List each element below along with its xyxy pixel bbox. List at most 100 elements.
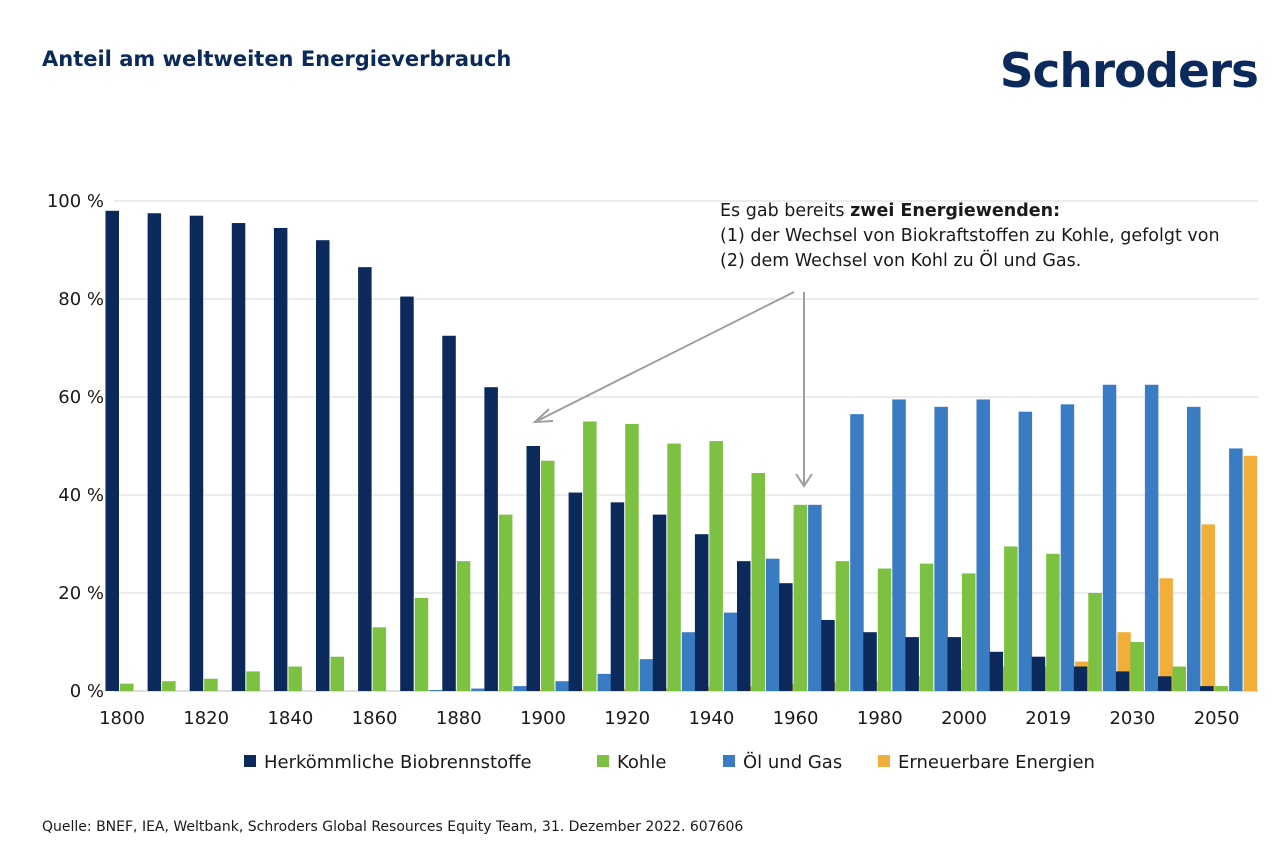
x-tick-label: 1840 [267, 708, 313, 729]
bar [1229, 448, 1243, 691]
bar [414, 597, 429, 691]
bar [835, 561, 850, 691]
bar [766, 558, 780, 691]
bar [372, 627, 387, 691]
bar [541, 460, 555, 691]
legend-swatch [878, 755, 890, 767]
bar [1088, 593, 1102, 691]
arrowhead-down [795, 473, 813, 488]
bar [1115, 671, 1130, 691]
bar [850, 414, 864, 691]
bar [555, 681, 569, 691]
bar [1130, 642, 1144, 691]
bar [1144, 384, 1159, 691]
annotation-line-1-bold: zwei Energiewenden: [850, 201, 1061, 221]
bar [723, 612, 738, 691]
bar [751, 472, 765, 691]
x-tick-label: 1920 [604, 708, 650, 729]
x-tick-label: 1880 [436, 708, 482, 729]
bar [793, 504, 808, 691]
bar [597, 673, 612, 691]
bar [498, 514, 513, 691]
x-tick-label: 2050 [1194, 708, 1240, 729]
legend-swatch [597, 755, 609, 767]
y-tick-label: 100 % [47, 191, 104, 212]
bar [1046, 553, 1060, 691]
bar [568, 492, 583, 691]
y-tick-label: 60 % [58, 387, 104, 408]
schroders-logo: Schroders [999, 44, 1259, 99]
legend-label: Kohle [617, 752, 666, 773]
annotation-line-1: Es gab bereits zwei Energiewenden: [720, 199, 1220, 224]
bar [1031, 656, 1046, 691]
bar [400, 296, 414, 691]
annotation-line-1-prefix: Es gab bereits [720, 201, 851, 221]
bar [288, 666, 302, 691]
bar [231, 223, 246, 692]
bar [1158, 676, 1172, 691]
legend-label: Öl und Gas [743, 751, 842, 773]
bar [808, 504, 822, 691]
bar [625, 423, 639, 691]
bar [681, 632, 696, 691]
bar [667, 443, 681, 691]
bar [1201, 524, 1215, 691]
bar [456, 561, 471, 691]
x-tick-label: 2030 [1109, 708, 1155, 729]
x-tick-label: 1800 [99, 708, 145, 729]
x-tick-label: 2019 [1025, 708, 1071, 729]
bar [1073, 666, 1088, 691]
bar [273, 227, 288, 691]
annotation-arrow-left [534, 291, 795, 423]
legend-label: Erneuerbare Energien [898, 752, 1095, 773]
legend-swatch [244, 755, 256, 767]
bar [1060, 404, 1075, 691]
x-tick-label: 1860 [352, 708, 398, 729]
bar [471, 688, 485, 691]
bar [513, 686, 527, 691]
bar [934, 406, 948, 691]
bar [484, 387, 498, 691]
bar [246, 671, 260, 691]
source-note: Quelle: BNEF, IEA, Weltbank, Schroders G… [42, 819, 744, 835]
bar [1200, 686, 1214, 691]
bar [905, 637, 919, 691]
annotation-line-3: (2) dem Wechsel von Kohl zu Öl und Gas. [720, 251, 1082, 271]
bar [204, 678, 218, 691]
bar [709, 441, 723, 691]
x-tick-label: 1980 [857, 708, 903, 729]
bar [779, 583, 793, 691]
bar [105, 210, 119, 692]
bar [989, 651, 1004, 691]
y-tick-label: 20 % [58, 583, 104, 604]
x-tick-label: 1900 [520, 708, 566, 729]
bar [976, 399, 990, 691]
bar [583, 421, 597, 691]
x-tick-label: 1940 [688, 708, 734, 729]
x-tick-label: 1820 [183, 708, 229, 729]
bar [330, 656, 344, 691]
bar [120, 683, 134, 691]
annotation-text: Es gab bereits zwei Energiewenden: (1) d… [720, 199, 1220, 274]
bar [877, 568, 892, 691]
bar [892, 399, 906, 691]
x-tick-label: 1960 [773, 708, 819, 729]
bar [316, 240, 330, 691]
bar [947, 637, 961, 691]
bar [652, 514, 667, 691]
bar [610, 502, 625, 691]
y-tick-label: 80 % [58, 289, 104, 310]
y-tick-label: 40 % [58, 485, 104, 506]
bar [863, 632, 877, 691]
bar [189, 215, 204, 691]
bar [737, 561, 751, 691]
bar [1187, 406, 1201, 691]
bar [429, 690, 443, 691]
arrowhead-left [532, 408, 554, 424]
bar [526, 446, 540, 691]
legend-swatch [723, 755, 735, 767]
bar [821, 619, 835, 691]
bar [1214, 686, 1229, 691]
bar [1159, 578, 1173, 691]
bar [919, 563, 934, 691]
